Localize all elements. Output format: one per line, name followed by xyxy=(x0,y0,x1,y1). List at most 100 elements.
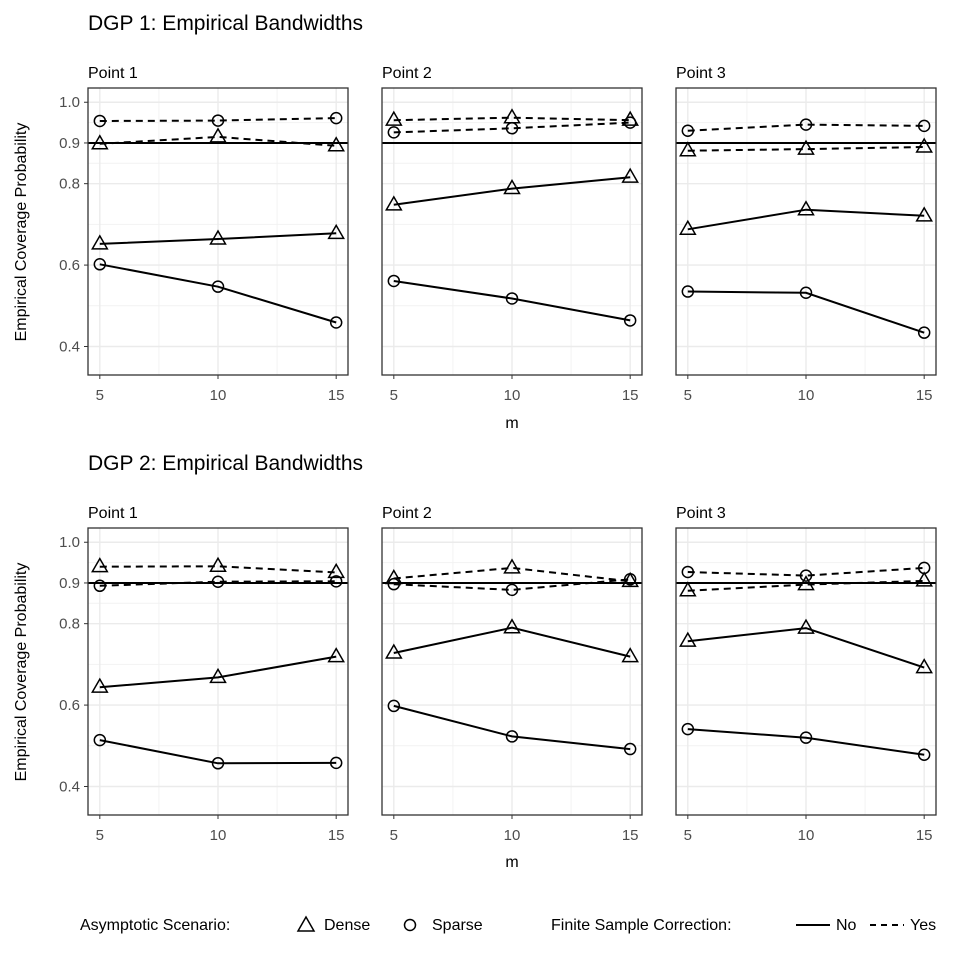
data-point-circle xyxy=(93,114,107,128)
data-point-circle xyxy=(681,565,695,579)
chart-title: DGP 2: Empirical Bandwidths xyxy=(88,452,363,475)
data-point-triangle xyxy=(797,139,815,155)
x-tick-label: 10 xyxy=(504,827,521,844)
data-point-circle xyxy=(623,573,637,586)
panel-3: Point 3 5 10 15 xyxy=(675,505,937,844)
series-line-sparse-yes xyxy=(393,578,631,591)
x-axis-label: m xyxy=(505,854,518,871)
x-tick-label: 10 xyxy=(798,387,815,404)
data-point-circle xyxy=(681,124,695,137)
series-line-dense-yes xyxy=(687,579,925,592)
x-tick-label: 15 xyxy=(622,387,639,404)
data-point-circle xyxy=(211,280,225,293)
data-point-triangle xyxy=(797,200,815,216)
data-point-triangle xyxy=(797,575,815,591)
y-tick-label: 0.4 xyxy=(59,339,80,356)
chart-1: DGP 1: Empirical Bandwidths Empirical Cov… xyxy=(13,12,937,432)
legend-label-no: No xyxy=(836,917,857,934)
legend-triangle-icon xyxy=(296,915,316,932)
data-point-triangle xyxy=(209,667,227,684)
series-line-dense-yes xyxy=(99,135,337,147)
data-point-circle xyxy=(623,116,637,129)
series-line-dense-yes xyxy=(393,116,631,122)
data-point-triangle xyxy=(327,647,345,663)
data-point-triangle xyxy=(621,647,639,663)
data-point-circle xyxy=(211,114,225,127)
data-point-circle xyxy=(917,748,931,762)
data-point-triangle xyxy=(327,136,345,152)
data-point-triangle xyxy=(209,229,227,245)
data-point-circle xyxy=(329,575,343,588)
series-line-sparse-yes xyxy=(687,123,925,132)
data-point-triangle xyxy=(91,234,109,250)
data-point-circle xyxy=(505,730,519,743)
x-axis-label: m xyxy=(505,415,518,432)
panel-1: Point 1 5 10 15 0.4 0.6 0.8 0.9 1.0 xyxy=(59,505,349,844)
data-point-circle xyxy=(505,583,519,597)
series-line-dense-no xyxy=(99,232,337,245)
series-line-dense-no xyxy=(393,176,631,206)
panel-3: Point 3 5 10 15 xyxy=(675,65,937,404)
data-point-circle xyxy=(799,569,813,582)
chart-2: DGP 2: Empirical Bandwidths Empirical Cov… xyxy=(13,452,937,871)
data-point-triangle xyxy=(327,223,345,240)
data-point-circle xyxy=(681,722,695,736)
x-tick-label: 5 xyxy=(390,827,398,844)
panel-label: Point 2 xyxy=(382,505,432,522)
data-point-circle xyxy=(917,119,931,133)
panel-2: Point 2 5 10 15 xyxy=(381,505,643,844)
data-point-circle xyxy=(211,575,225,588)
data-point-circle xyxy=(93,579,107,593)
y-tick-label: 0.8 xyxy=(59,176,80,193)
panel-label: Point 1 xyxy=(88,505,138,522)
y-tick-label: 0.6 xyxy=(59,697,80,714)
data-point-triangle xyxy=(91,677,109,693)
data-point-circle xyxy=(387,126,401,139)
data-point-circle xyxy=(211,757,225,770)
series-line-dense-no xyxy=(687,627,925,669)
data-point-triangle xyxy=(91,557,109,573)
y-tick-label: 0.9 xyxy=(59,575,80,592)
data-point-circle xyxy=(623,314,637,327)
y-tick-label: 0.4 xyxy=(59,779,80,796)
data-point-triangle xyxy=(915,571,933,587)
series-line-sparse-no xyxy=(393,704,631,751)
series-line-dense-no xyxy=(99,655,337,689)
data-point-circle xyxy=(329,316,343,329)
x-tick-label: 5 xyxy=(390,387,398,404)
y-tick-label: 0.8 xyxy=(59,616,80,633)
series-line-dense-no xyxy=(687,208,925,231)
panel-2: Point 2 5 10 15 xyxy=(381,65,643,404)
series-line-sparse-no xyxy=(99,739,337,765)
series-line-sparse-yes xyxy=(99,580,337,587)
data-point-triangle xyxy=(503,558,521,574)
data-point-circle xyxy=(505,122,519,135)
data-point-triangle xyxy=(327,562,345,579)
series-line-sparse-no xyxy=(687,728,925,756)
panel-label: Point 3 xyxy=(676,65,726,82)
data-point-triangle xyxy=(679,219,697,236)
legend-label-yes: Yes xyxy=(910,917,936,934)
x-tick-label: 5 xyxy=(684,387,692,404)
data-point-triangle xyxy=(209,127,227,143)
x-tick-label: 10 xyxy=(798,827,815,844)
data-point-triangle xyxy=(385,195,403,211)
panel-1: Point 1 5 10 15 0.4 0.6 0.8 0.9 1.0 xyxy=(59,65,349,404)
data-point-circle xyxy=(329,756,343,770)
series-line-sparse-yes xyxy=(99,117,337,122)
data-point-circle xyxy=(329,111,343,125)
legend-label-dense: Dense xyxy=(324,917,370,934)
legend: Asymptotic Scenario: Dense Sparse Finite… xyxy=(80,915,936,934)
data-point-triangle xyxy=(91,134,109,150)
series-line-sparse-yes xyxy=(393,121,631,134)
y-tick-label: 0.9 xyxy=(59,135,80,152)
data-point-circle xyxy=(93,258,107,271)
x-tick-label: 10 xyxy=(504,387,521,404)
y-axis-label: Empirical Coverage Probability xyxy=(13,563,30,782)
legend-correction-title: Finite Sample Correction: xyxy=(551,917,732,934)
data-point-triangle xyxy=(503,618,521,634)
data-point-circle xyxy=(93,733,107,747)
panel-label: Point 3 xyxy=(676,505,726,522)
data-point-circle xyxy=(681,285,695,298)
